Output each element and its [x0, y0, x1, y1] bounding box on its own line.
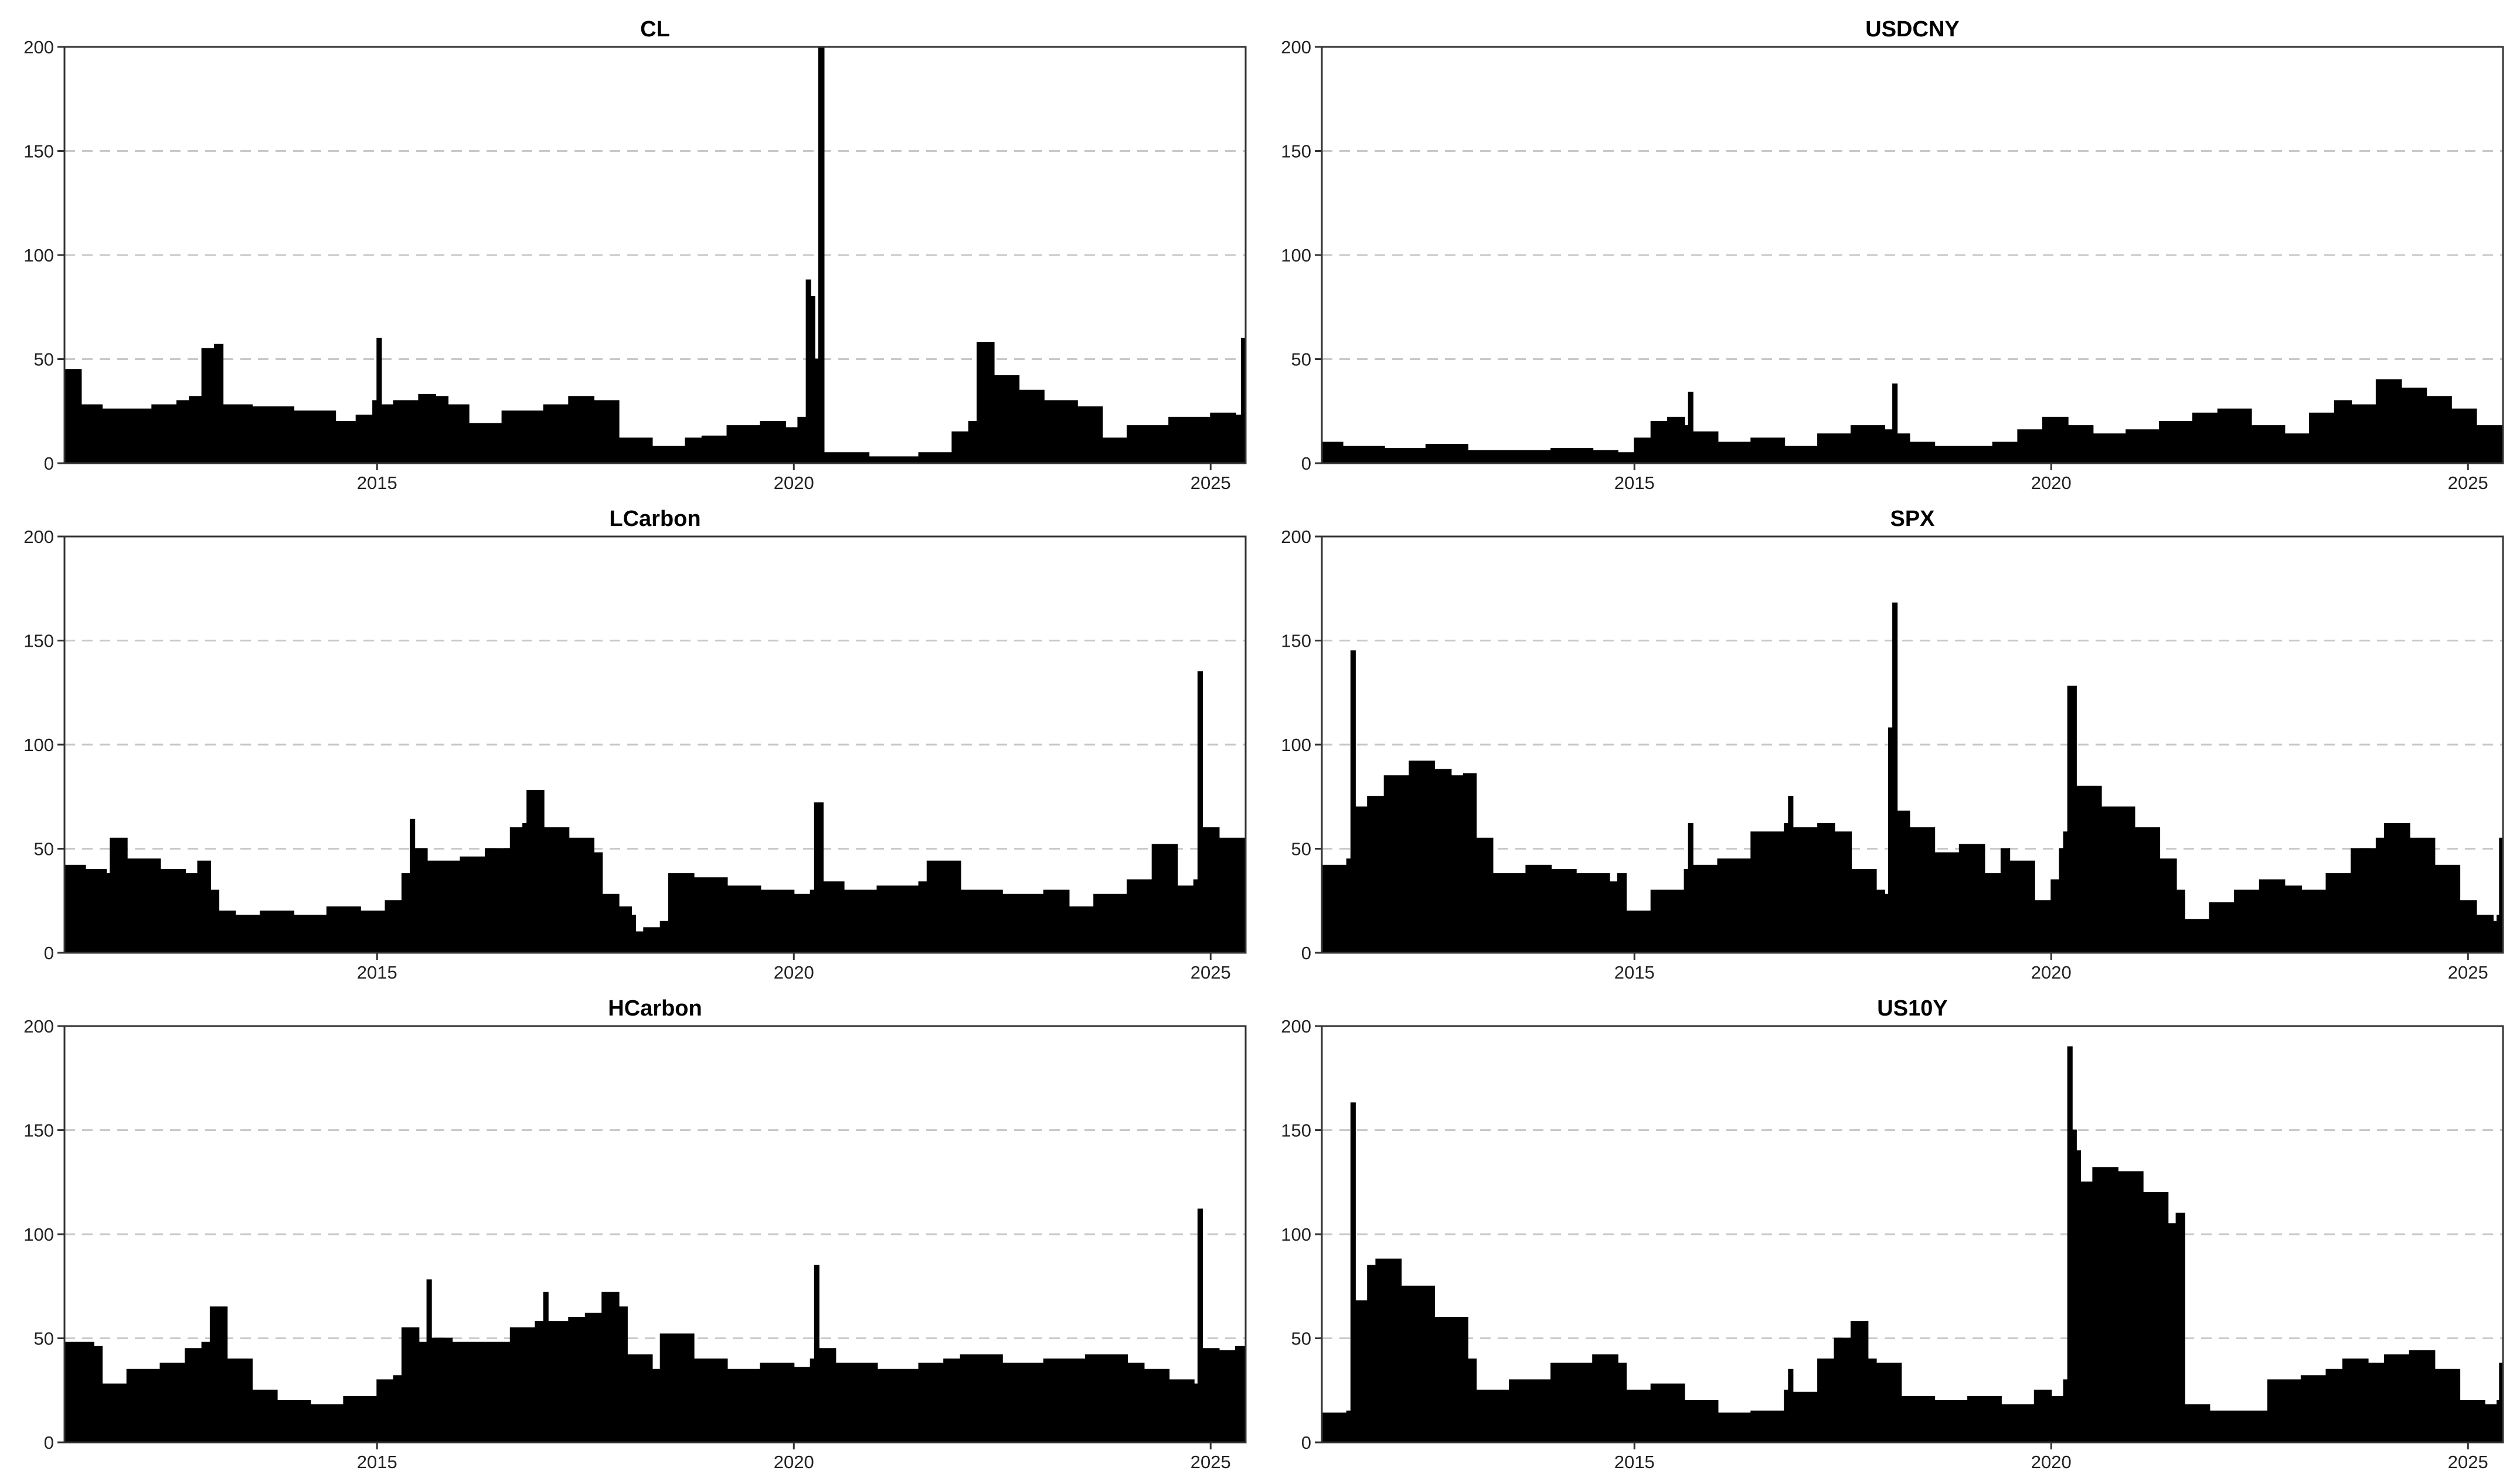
x-tick-label: 2025 — [1191, 473, 1231, 493]
series-area — [64, 1208, 1246, 1443]
x-tick-label: 2020 — [774, 473, 814, 493]
y-tick-label: 200 — [23, 1016, 54, 1037]
y-tick-label: 50 — [1291, 1329, 1311, 1349]
y-tick-label: 50 — [34, 839, 54, 860]
x-tick-label: 2025 — [1191, 962, 1231, 983]
panel-title: SPX — [1890, 507, 1935, 531]
y-tick-label: 200 — [1281, 527, 1311, 547]
x-tick-label: 2025 — [2448, 1452, 2488, 1472]
x-tick-label: 2025 — [2448, 962, 2488, 983]
y-tick-label: 50 — [34, 1329, 54, 1349]
x-tick-label: 2025 — [1191, 1452, 1231, 1472]
y-tick-label: 50 — [1291, 349, 1311, 370]
x-tick-label: 2020 — [2031, 962, 2072, 983]
panel-lcarbon: 0 50 100 150 200 2015 2020 2025 LCarbon — [23, 507, 1247, 983]
x-tick-label: 2020 — [2031, 473, 2072, 493]
panel-title: HCarbon — [608, 996, 702, 1021]
panel-hcarbon: 0 50 100 150 200 2015 2020 2025 HCarbon — [23, 996, 1247, 1472]
panel-title: USDCNY — [1865, 17, 1959, 42]
x-tick-label: 2020 — [774, 962, 814, 983]
panel-spx: 0 50 100 150 200 2015 2020 2025 SPX — [1281, 507, 2504, 983]
series-area — [64, 46, 1246, 464]
x-tick-label: 2015 — [1614, 1452, 1655, 1472]
y-tick-label: 200 — [23, 527, 54, 547]
y-tick-label: 150 — [23, 1120, 54, 1141]
x-tick-label: 2020 — [2031, 1452, 2072, 1472]
y-tick-label: 100 — [1281, 245, 1311, 266]
y-tick-label: 150 — [1281, 631, 1311, 651]
y-tick-label: 0 — [44, 1432, 54, 1453]
series-area — [1321, 1046, 2504, 1443]
series-area — [1321, 602, 2504, 953]
y-tick-label: 200 — [1281, 37, 1311, 57]
y-tick-label: 0 — [1301, 943, 1311, 963]
y-tick-label: 0 — [44, 943, 54, 963]
y-tick-label: 0 — [1301, 453, 1311, 474]
y-tick-label: 150 — [23, 141, 54, 162]
series-area — [1321, 379, 2504, 464]
panel-usdcny: 0 50 100 150 200 2015 2020 2025 USDCNY — [1281, 17, 2504, 493]
y-tick-label: 50 — [1291, 839, 1311, 860]
x-tick-label: 2015 — [357, 962, 397, 983]
y-tick-label: 100 — [23, 1224, 54, 1245]
x-tick-label: 2015 — [357, 1452, 397, 1472]
y-tick-label: 200 — [1281, 1016, 1311, 1037]
y-tick-label: 200 — [23, 37, 54, 57]
x-tick-label: 2020 — [774, 1452, 814, 1472]
series-area — [64, 671, 1246, 953]
y-tick-label: 50 — [34, 349, 54, 370]
y-tick-label: 100 — [23, 735, 54, 755]
y-tick-label: 150 — [1281, 1120, 1311, 1141]
y-tick-label: 0 — [1301, 1432, 1311, 1453]
x-tick-label: 2015 — [1614, 962, 1655, 983]
y-tick-label: 100 — [23, 245, 54, 266]
panel-cl: 0 50 100 150 200 2015 2020 2025 CL — [23, 17, 1247, 493]
y-tick-label: 150 — [23, 631, 54, 651]
y-tick-label: 150 — [1281, 141, 1311, 162]
y-tick-label: 100 — [1281, 735, 1311, 755]
x-tick-label: 2015 — [1614, 473, 1655, 493]
x-tick-label: 2015 — [357, 473, 397, 493]
panel-us10y: 0 50 100 150 200 2015 2020 2025 US10Y — [1281, 996, 2504, 1472]
y-tick-label: 100 — [1281, 1224, 1311, 1245]
panel-title: CL — [640, 17, 670, 42]
y-tick-label: 0 — [44, 453, 54, 474]
x-tick-label: 2025 — [2448, 473, 2488, 493]
panel-title: LCarbon — [609, 507, 700, 531]
panel-title: US10Y — [1877, 996, 1947, 1021]
